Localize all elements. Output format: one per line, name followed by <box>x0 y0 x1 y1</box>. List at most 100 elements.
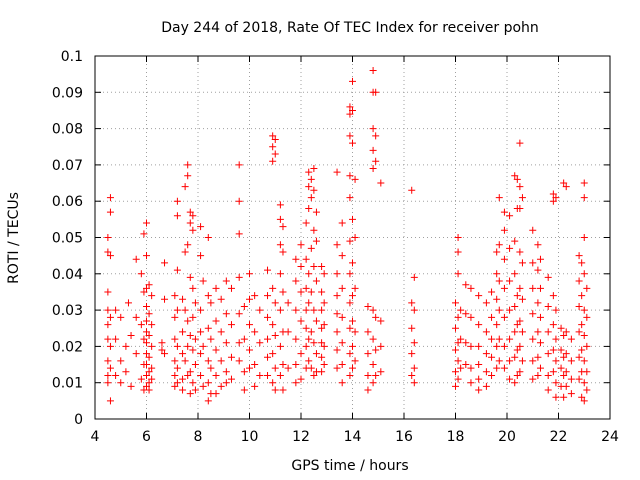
data-point <box>279 248 287 256</box>
plot-frame <box>94 55 611 420</box>
data-point <box>454 234 462 241</box>
data-point <box>191 335 199 343</box>
data-point <box>140 335 148 343</box>
data-point <box>318 288 326 296</box>
y-axis-label: ROTI / TECUs <box>6 192 22 284</box>
data-point <box>475 386 483 394</box>
data-point <box>302 306 310 314</box>
data-point <box>222 368 230 376</box>
data-point <box>513 371 521 379</box>
data-point <box>279 223 287 231</box>
data-point <box>173 197 181 205</box>
data-point <box>349 364 356 372</box>
data-point <box>454 270 462 278</box>
data-point <box>204 324 212 332</box>
data-point <box>560 332 568 340</box>
data-point <box>493 364 501 372</box>
data-point <box>575 302 583 310</box>
data-point <box>212 284 220 292</box>
data-point <box>143 371 150 379</box>
data-point <box>408 186 416 194</box>
data-point <box>349 77 356 85</box>
data-point <box>269 157 277 165</box>
y-tick-label: 0.08 <box>52 122 83 138</box>
data-point <box>227 353 235 361</box>
data-point <box>534 241 542 249</box>
data-point <box>204 379 212 387</box>
data-point <box>106 364 114 372</box>
data-point <box>372 132 380 140</box>
data-point <box>575 252 583 260</box>
data-point <box>544 371 552 379</box>
data-point <box>488 313 496 321</box>
data-point <box>495 335 503 343</box>
data-point <box>511 328 519 336</box>
data-point <box>580 194 588 202</box>
data-point <box>506 212 514 220</box>
data-point <box>351 234 359 241</box>
data-point <box>500 364 508 372</box>
data-point <box>452 368 459 376</box>
data-point <box>580 270 588 278</box>
data-point <box>235 161 243 169</box>
data-point <box>410 364 418 372</box>
data-point <box>189 226 197 234</box>
y-tick-labels: 0 0.01 0.02 0.03 0.04 0.05 0.06 0.07 0.08 0.09 0.1 <box>52 49 83 428</box>
data-point <box>318 353 326 361</box>
data-point <box>161 295 169 303</box>
data-point <box>161 259 169 267</box>
data-point <box>307 194 315 202</box>
data-point <box>143 252 150 260</box>
data-point <box>467 313 475 321</box>
x-tick-label: 8 <box>194 429 203 445</box>
data-point <box>222 310 230 318</box>
x-tick-labels: 4 6 8 10 12 14 16 18 20 22 24 <box>91 429 619 445</box>
data-point <box>500 208 508 216</box>
data-point <box>346 299 354 307</box>
data-point <box>338 313 346 321</box>
data-point <box>235 197 243 205</box>
data-point <box>104 335 112 343</box>
data-point <box>302 342 310 350</box>
data-point <box>217 328 225 336</box>
data-point <box>462 361 470 369</box>
data-point <box>173 379 181 387</box>
data-point <box>207 335 215 343</box>
data-point <box>567 335 575 343</box>
data-point <box>240 368 248 376</box>
data-point <box>246 270 253 278</box>
data-point <box>369 335 377 343</box>
data-point <box>145 379 153 387</box>
data-point <box>346 324 354 332</box>
data-point <box>506 306 514 314</box>
data-point <box>127 382 135 390</box>
data-point <box>137 270 145 278</box>
data-point <box>583 284 591 292</box>
data-point <box>197 328 205 336</box>
data-point <box>500 342 508 350</box>
data-point <box>467 284 475 292</box>
data-point <box>529 375 537 383</box>
data-point <box>482 350 490 358</box>
data-point <box>351 175 359 183</box>
x-tick-label: 18 <box>447 429 465 445</box>
data-point <box>529 335 537 343</box>
data-point <box>276 241 284 249</box>
data-point <box>351 357 359 365</box>
data-point <box>251 382 259 390</box>
data-point <box>217 295 225 303</box>
data-point <box>158 339 166 347</box>
data-point <box>240 386 248 394</box>
data-point <box>173 212 181 220</box>
data-point <box>310 339 318 347</box>
data-point <box>372 346 380 354</box>
data-point <box>410 379 418 387</box>
data-point <box>552 306 560 314</box>
data-point <box>488 371 496 379</box>
gridlines <box>95 56 610 419</box>
data-point <box>292 379 300 387</box>
data-point <box>305 299 313 307</box>
data-point <box>320 270 328 278</box>
x-tick-label: 24 <box>601 429 619 445</box>
